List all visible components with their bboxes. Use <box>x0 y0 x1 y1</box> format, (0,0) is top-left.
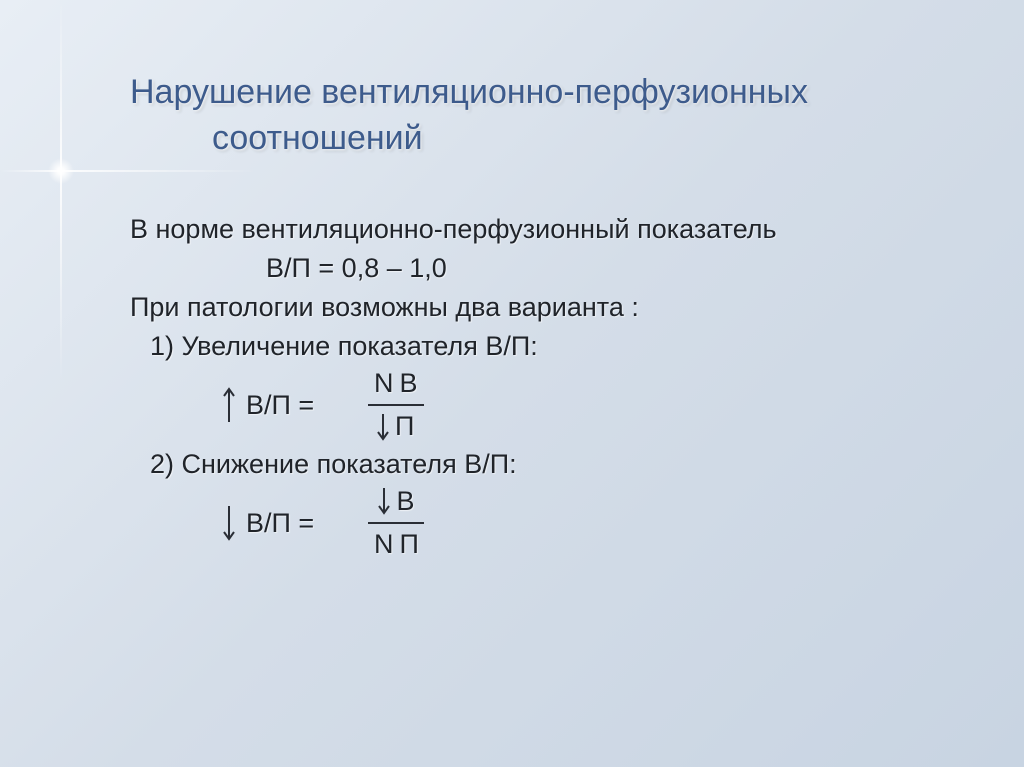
fraction-bar <box>368 404 424 406</box>
arrow-down-icon <box>377 412 389 442</box>
formula-2-lhs: В/П = <box>246 507 342 539</box>
fraction-bar <box>368 522 424 524</box>
formula-1-lhs: В/П = <box>246 389 342 421</box>
list-item-2: 2) Снижение показателя В/П: <box>130 445 964 484</box>
slide-body: В норме вентиляционно-перфузионный показ… <box>130 210 964 562</box>
norm-text: В норме вентиляционно-перфузионный показ… <box>130 210 964 249</box>
formula-1-fraction: N В П <box>366 366 426 444</box>
title-line-1: Нарушение вентиляционно-перфузионных <box>130 73 808 111</box>
formula-1-numerator: В <box>400 366 418 401</box>
slide-title: Нарушение вентиляционно-перфузионных соо… <box>130 70 964 162</box>
slide-container: Нарушение вентиляционно-перфузионных соо… <box>0 0 1024 767</box>
arrow-up-icon <box>220 386 238 424</box>
title-line-2: соотношений <box>130 116 964 162</box>
formula-2-denom-prefix: N <box>374 527 394 562</box>
formula-1: В/П = N В П <box>130 366 964 444</box>
formula-1-num-prefix: N <box>374 366 394 401</box>
list-item-1: 1) Увеличение показателя В/П: <box>130 327 964 366</box>
arrow-down-icon <box>378 486 390 516</box>
formula-1-denominator: П <box>395 409 414 444</box>
formula-2: В/П = В N П <box>130 484 964 562</box>
norm-value: В/П = 0,8 – 1,0 <box>130 249 964 288</box>
formula-2-numerator: В <box>396 484 414 519</box>
pathology-intro: При патологии возможны два варианта : <box>130 288 964 327</box>
arrow-down-icon <box>220 504 238 542</box>
formula-2-fraction: В N П <box>366 484 427 562</box>
formula-2-denominator: П <box>400 527 419 562</box>
